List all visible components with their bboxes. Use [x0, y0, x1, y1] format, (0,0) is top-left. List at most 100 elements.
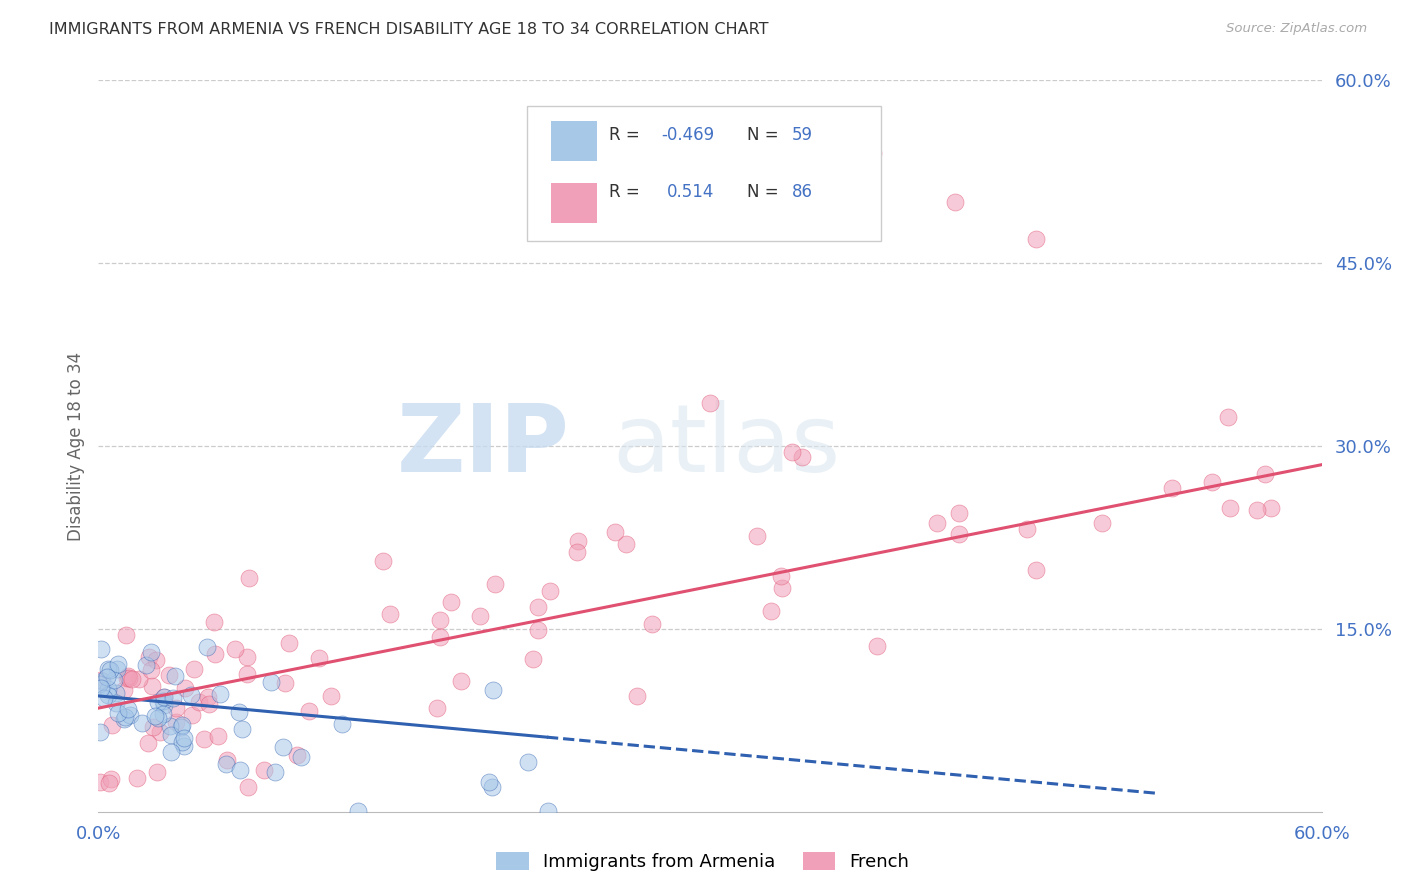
Point — [215, 757, 238, 772]
Point — [165, 701, 187, 715]
Text: 86: 86 — [792, 183, 813, 201]
Point — [202, 615, 225, 630]
Point — [862, 146, 884, 161]
Point — [481, 780, 503, 795]
Point — [274, 676, 297, 690]
Point — [308, 651, 330, 665]
Point — [104, 686, 127, 700]
Point — [347, 804, 370, 818]
Point — [792, 450, 814, 464]
Point — [1025, 563, 1047, 577]
Point — [90, 641, 112, 656]
Point — [149, 724, 172, 739]
Point — [118, 671, 141, 685]
Point — [97, 662, 120, 676]
Point — [173, 731, 195, 745]
Point — [183, 662, 205, 676]
Point — [378, 607, 401, 622]
Point — [522, 652, 544, 666]
Point — [229, 764, 252, 778]
Point — [440, 595, 463, 609]
Point — [1091, 516, 1114, 530]
Point — [429, 613, 451, 627]
Point — [135, 658, 157, 673]
Point — [152, 694, 174, 708]
Point — [195, 640, 218, 654]
Point — [605, 525, 627, 540]
Text: Source: ZipAtlas.com: Source: ZipAtlas.com — [1226, 22, 1367, 36]
Point — [948, 527, 970, 541]
FancyBboxPatch shape — [551, 120, 598, 161]
Y-axis label: Disability Age 18 to 34: Disability Age 18 to 34 — [66, 351, 84, 541]
Text: ZIP: ZIP — [396, 400, 569, 492]
Text: N =: N = — [747, 127, 783, 145]
Point — [516, 756, 538, 770]
Point — [1160, 481, 1182, 495]
Point — [228, 706, 250, 720]
Point — [117, 701, 139, 715]
Point — [160, 745, 183, 759]
Point — [277, 635, 299, 649]
Point — [567, 533, 589, 548]
Point — [373, 554, 395, 568]
Text: atlas: atlas — [612, 400, 841, 492]
Point — [484, 577, 506, 591]
Point — [321, 689, 343, 703]
Point — [89, 724, 111, 739]
Point — [747, 529, 769, 543]
Point — [236, 780, 259, 795]
Point — [89, 775, 111, 789]
Point — [1246, 503, 1268, 517]
Point — [162, 691, 184, 706]
Point — [90, 673, 112, 687]
Point — [170, 720, 193, 734]
Point — [626, 690, 648, 704]
Text: 0.514: 0.514 — [668, 183, 714, 201]
Text: -0.469: -0.469 — [661, 127, 714, 145]
Point — [117, 669, 139, 683]
Legend: Immigrants from Armenia, French: Immigrants from Armenia, French — [489, 845, 917, 879]
Point — [260, 675, 283, 690]
Point — [208, 687, 231, 701]
Point — [330, 717, 353, 731]
Point — [139, 645, 162, 659]
Point — [148, 695, 170, 709]
Point — [866, 639, 889, 653]
Point — [180, 688, 202, 702]
Point — [170, 718, 193, 732]
Point — [146, 765, 169, 780]
Point — [271, 739, 294, 754]
Point — [107, 657, 129, 672]
Point — [181, 707, 204, 722]
Point — [429, 630, 451, 644]
Point — [127, 771, 149, 785]
Point — [98, 776, 121, 790]
Point — [97, 688, 120, 702]
Point — [1254, 467, 1277, 481]
Point — [943, 195, 966, 210]
Point — [146, 711, 169, 725]
Point — [173, 739, 195, 754]
Point — [128, 672, 150, 686]
Point — [263, 764, 285, 779]
Point — [290, 749, 312, 764]
Point — [236, 666, 259, 681]
Point — [112, 682, 135, 697]
Point — [614, 537, 637, 551]
Point — [761, 604, 783, 618]
Point — [527, 599, 550, 614]
Point — [538, 584, 561, 599]
Point — [1219, 501, 1241, 516]
Point — [145, 653, 167, 667]
FancyBboxPatch shape — [551, 183, 598, 223]
Point — [1017, 522, 1039, 536]
Point — [138, 736, 160, 750]
Point — [153, 698, 176, 712]
Point — [193, 732, 215, 747]
Point — [482, 682, 505, 697]
Point — [188, 695, 211, 709]
Text: N =: N = — [747, 183, 783, 201]
FancyBboxPatch shape — [526, 106, 882, 241]
Point — [450, 673, 472, 688]
Point — [159, 719, 181, 733]
